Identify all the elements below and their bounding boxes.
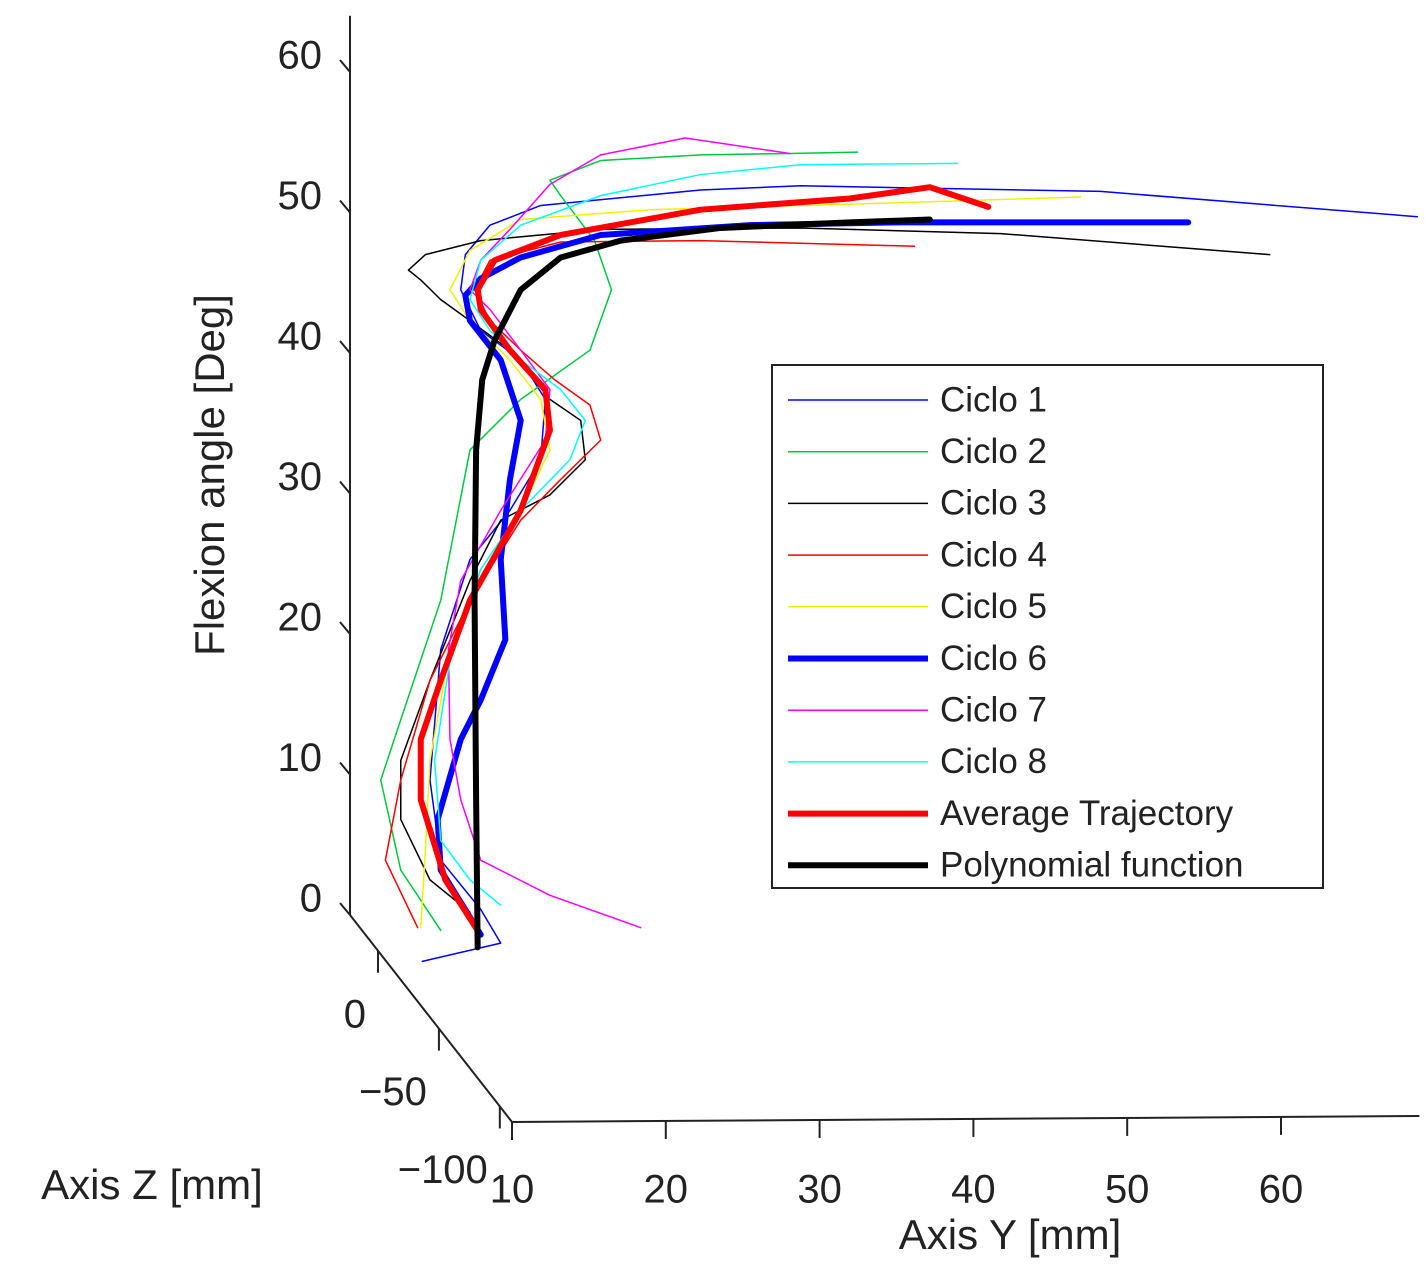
- series-line: [417, 184, 992, 934]
- legend-label: Average Trajectory: [940, 794, 1234, 833]
- z-axis-label: Axis Z [mm]: [41, 1161, 263, 1208]
- series-line: [380, 151, 859, 932]
- x-tick-label: 50: [1105, 1168, 1150, 1212]
- y-tick: [339, 340, 351, 354]
- legend-label: Ciclo 3: [940, 484, 1047, 523]
- legend-label: Ciclo 2: [940, 432, 1047, 471]
- legend-label: Ciclo 7: [940, 690, 1047, 729]
- y-tick: [339, 761, 351, 776]
- z-tick-label: −50: [359, 1070, 427, 1114]
- x-axis-label: Axis Y [mm]: [899, 1211, 1122, 1258]
- x-tick-label: 30: [797, 1168, 842, 1212]
- legend-label: Ciclo 6: [940, 639, 1047, 678]
- y-axis-label: Flexion angle [Deg]: [186, 294, 233, 656]
- series-line: [434, 219, 1192, 938]
- y-tick-label: 20: [278, 596, 323, 640]
- z-axis-line: [349, 914, 513, 1123]
- legend-label: Ciclo 4: [940, 535, 1047, 574]
- series-line: [447, 137, 791, 929]
- x-tick-label: 10: [490, 1168, 535, 1212]
- y-tick-label: 40: [278, 315, 323, 359]
- x-tick-label: 40: [951, 1168, 996, 1212]
- y-tick: [339, 621, 351, 635]
- y-tick-label: 50: [278, 174, 323, 218]
- y-tick-label: 30: [278, 455, 323, 499]
- legend-label: Ciclo 5: [940, 587, 1047, 626]
- y-tick: [339, 480, 351, 495]
- y-tick: [339, 199, 351, 214]
- legend-label: Polynomial function: [940, 846, 1244, 885]
- y-tick-label: 10: [278, 736, 323, 780]
- y-tick-label: 0: [300, 877, 322, 921]
- z-tick-label: −100: [398, 1148, 488, 1192]
- legend-label: Ciclo 8: [940, 742, 1047, 781]
- y-tick-label: 60: [278, 34, 323, 78]
- series-line: [471, 216, 933, 951]
- x-axis-line: [511, 1115, 1420, 1123]
- x-tick-label: 60: [1259, 1168, 1304, 1212]
- legend-label: Ciclo 1: [940, 380, 1047, 419]
- z-tick-label: 0: [344, 992, 366, 1036]
- series-line: [433, 162, 959, 906]
- x-tick-label: 20: [644, 1168, 689, 1212]
- y-tick: [339, 59, 351, 73]
- series-line: [419, 196, 1082, 929]
- y-tick: [339, 902, 351, 916]
